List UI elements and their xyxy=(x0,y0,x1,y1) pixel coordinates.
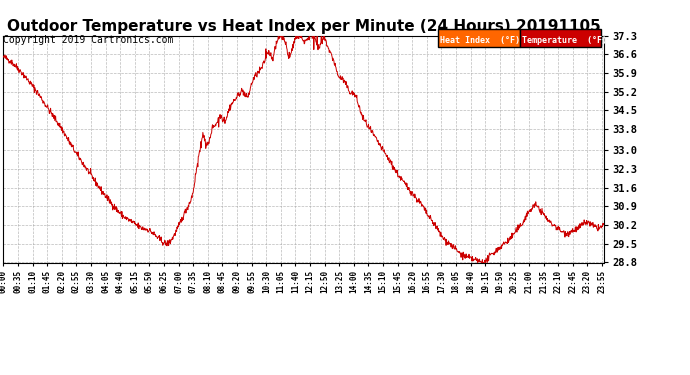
Text: Temperature  (°F): Temperature (°F) xyxy=(522,36,607,45)
Text: Copyright 2019 Cartronics.com: Copyright 2019 Cartronics.com xyxy=(3,35,174,45)
Title: Outdoor Temperature vs Heat Index per Minute (24 Hours) 20191105: Outdoor Temperature vs Heat Index per Mi… xyxy=(7,20,600,34)
Text: Heat Index  (°F): Heat Index (°F) xyxy=(440,36,520,45)
